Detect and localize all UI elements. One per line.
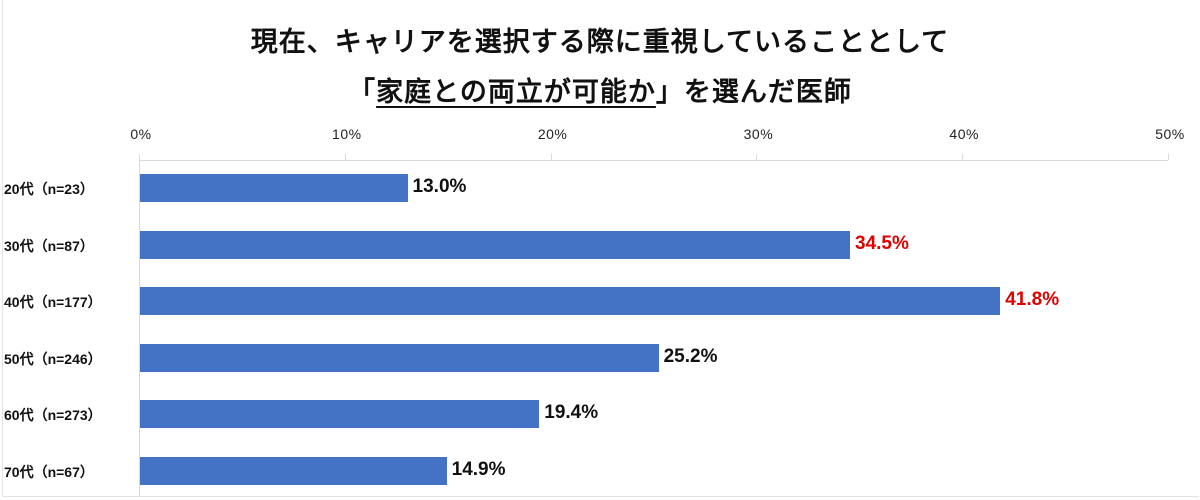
data-label: 41.8%	[1005, 289, 1060, 310]
title-close-text: 」を選んだ医師	[655, 77, 852, 108]
data-label: 19.4%	[544, 402, 599, 423]
x-axis-tick	[550, 154, 552, 160]
chart-title-line-1: 現在、キャリアを選択する際に重視していることとして	[250, 27, 950, 58]
category-label: 40代（n=177）	[4, 294, 102, 310]
x-axis-tick	[1168, 154, 1169, 160]
title-open-bracket: 「	[348, 77, 377, 108]
x-axis-tick-label: 30%	[743, 126, 774, 142]
x-axis-tick-label: 50%	[1155, 126, 1185, 142]
x-axis-tick-label: 40%	[949, 126, 979, 142]
bar	[140, 400, 540, 428]
data-label: 13.0%	[412, 176, 467, 197]
bar	[140, 231, 850, 259]
x-axis-tick	[962, 154, 964, 160]
bar	[140, 174, 408, 202]
x-axis-tick	[139, 154, 140, 160]
category-label: 50代（n=246）	[4, 351, 102, 367]
category-label: 60代（n=273）	[4, 407, 102, 423]
data-label: 34.5%	[855, 233, 909, 254]
category-label: 20代（n=23）	[4, 181, 94, 197]
x-axis-tick-label: 20%	[537, 126, 568, 142]
x-axis-tick	[344, 154, 346, 160]
title-underlined-phrase: 家庭との両立が可能か	[376, 77, 656, 108]
x-axis-tick-label: 10%	[332, 126, 362, 142]
x-axis-tick	[756, 154, 758, 160]
data-label: 14.9%	[451, 459, 506, 480]
x-axis-line	[139, 160, 1168, 161]
y-axis-line	[139, 160, 140, 497]
bar	[140, 457, 447, 485]
category-label: 30代（n=87）	[4, 238, 94, 254]
category-label: 70代（n=67）	[4, 464, 94, 480]
bar	[140, 344, 659, 372]
bar	[140, 287, 1001, 315]
chart-title-line-2: 「家庭との両立が可能か」を選んだ医師	[0, 70, 1200, 109]
x-axis-tick-label: 0%	[130, 126, 152, 142]
data-label: 25.2%	[663, 346, 718, 367]
